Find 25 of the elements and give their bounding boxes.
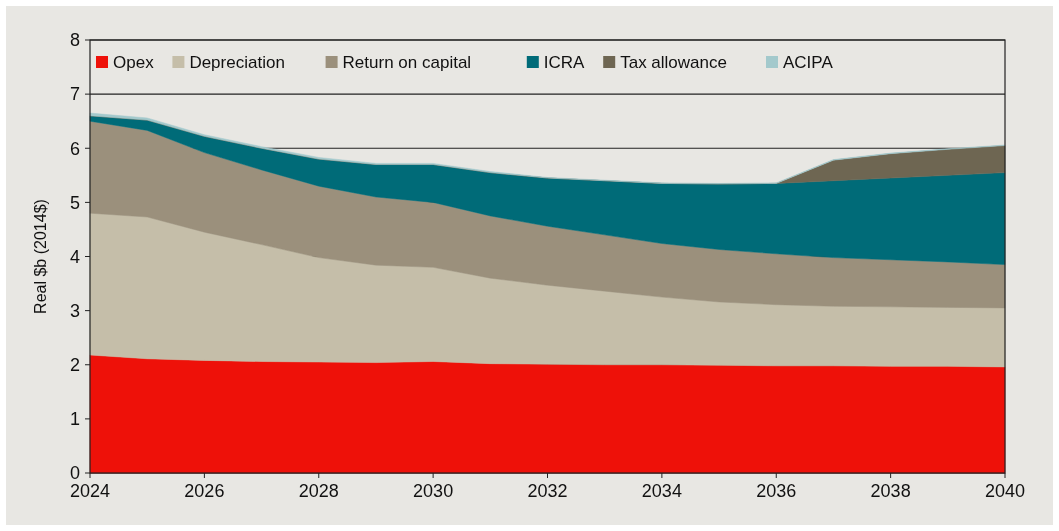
y-axis-title: Real $b (2014$) (32, 199, 49, 314)
legend-label: ACIPA (783, 52, 834, 72)
x-tick-label: 2034 (641, 481, 682, 501)
y-tick-label: 2 (69, 355, 80, 376)
x-tick-label: 2026 (184, 481, 225, 501)
x-tick-label: 2032 (527, 481, 568, 501)
y-tick-label: 3 (69, 300, 80, 321)
y-tick-label: 4 (69, 246, 80, 267)
y-tick-label: 1 (69, 409, 80, 430)
x-tick-label: 2036 (756, 481, 797, 501)
legend-label: Return on capital (342, 52, 472, 72)
y-tick-label: 5 (69, 192, 80, 213)
legend-label: Tax allowance (620, 52, 727, 72)
legend-label: ICRA (543, 52, 586, 72)
x-tick-label: 2030 (413, 481, 454, 501)
y-tick-label: 7 (69, 84, 80, 105)
x-tick-label: 2024 (69, 481, 111, 501)
legend-label: Opex (113, 52, 155, 72)
legend-label: Depreciation (189, 52, 285, 72)
x-tick-label: 2038 (870, 481, 911, 501)
y-tick-label: 0 (69, 463, 80, 484)
y-tick-label: 6 (69, 138, 80, 159)
x-tick-label: 2028 (298, 481, 339, 501)
y-tick-label: 8 (69, 30, 80, 51)
x-tick-label: 2040 (984, 481, 1026, 501)
